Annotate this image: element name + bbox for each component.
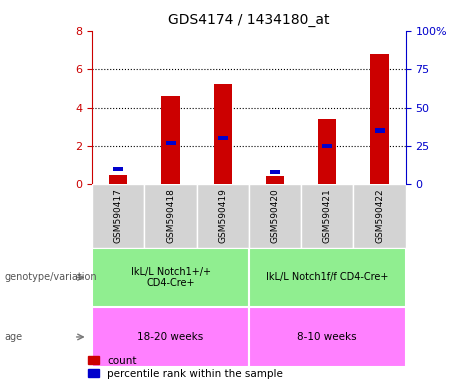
Bar <box>301 184 354 248</box>
Bar <box>318 119 337 184</box>
Text: genotype/variation: genotype/variation <box>5 272 97 283</box>
Bar <box>92 184 144 248</box>
Bar <box>109 175 127 184</box>
Text: age: age <box>5 332 23 342</box>
Text: 18-20 weeks: 18-20 weeks <box>137 332 204 342</box>
Bar <box>218 136 228 140</box>
Bar <box>197 184 249 248</box>
Bar <box>92 248 249 307</box>
Bar <box>249 307 406 367</box>
Title: GDS4174 / 1434180_at: GDS4174 / 1434180_at <box>168 13 330 27</box>
Text: GSM590418: GSM590418 <box>166 189 175 243</box>
Bar <box>213 84 232 184</box>
Bar <box>161 96 180 184</box>
Text: GSM590419: GSM590419 <box>219 189 227 243</box>
Text: GSM590422: GSM590422 <box>375 189 384 243</box>
Bar <box>374 128 384 133</box>
Bar <box>249 248 406 307</box>
Bar <box>354 184 406 248</box>
Text: GSM590417: GSM590417 <box>114 189 123 243</box>
Bar <box>113 167 124 171</box>
Legend: count, percentile rank within the sample: count, percentile rank within the sample <box>88 356 283 379</box>
Text: GSM590421: GSM590421 <box>323 189 332 243</box>
Bar <box>371 54 389 184</box>
Bar <box>322 144 332 148</box>
Bar <box>266 176 284 184</box>
Bar <box>92 307 249 367</box>
Bar <box>144 184 197 248</box>
Bar <box>165 141 176 145</box>
Text: GSM590420: GSM590420 <box>271 189 279 243</box>
Text: 8-10 weeks: 8-10 weeks <box>297 332 357 342</box>
Bar <box>249 184 301 248</box>
Text: IkL/L Notch1f/f CD4-Cre+: IkL/L Notch1f/f CD4-Cre+ <box>266 272 389 283</box>
Bar <box>270 170 280 174</box>
Text: IkL/L Notch1+/+
CD4-Cre+: IkL/L Notch1+/+ CD4-Cre+ <box>130 266 211 288</box>
